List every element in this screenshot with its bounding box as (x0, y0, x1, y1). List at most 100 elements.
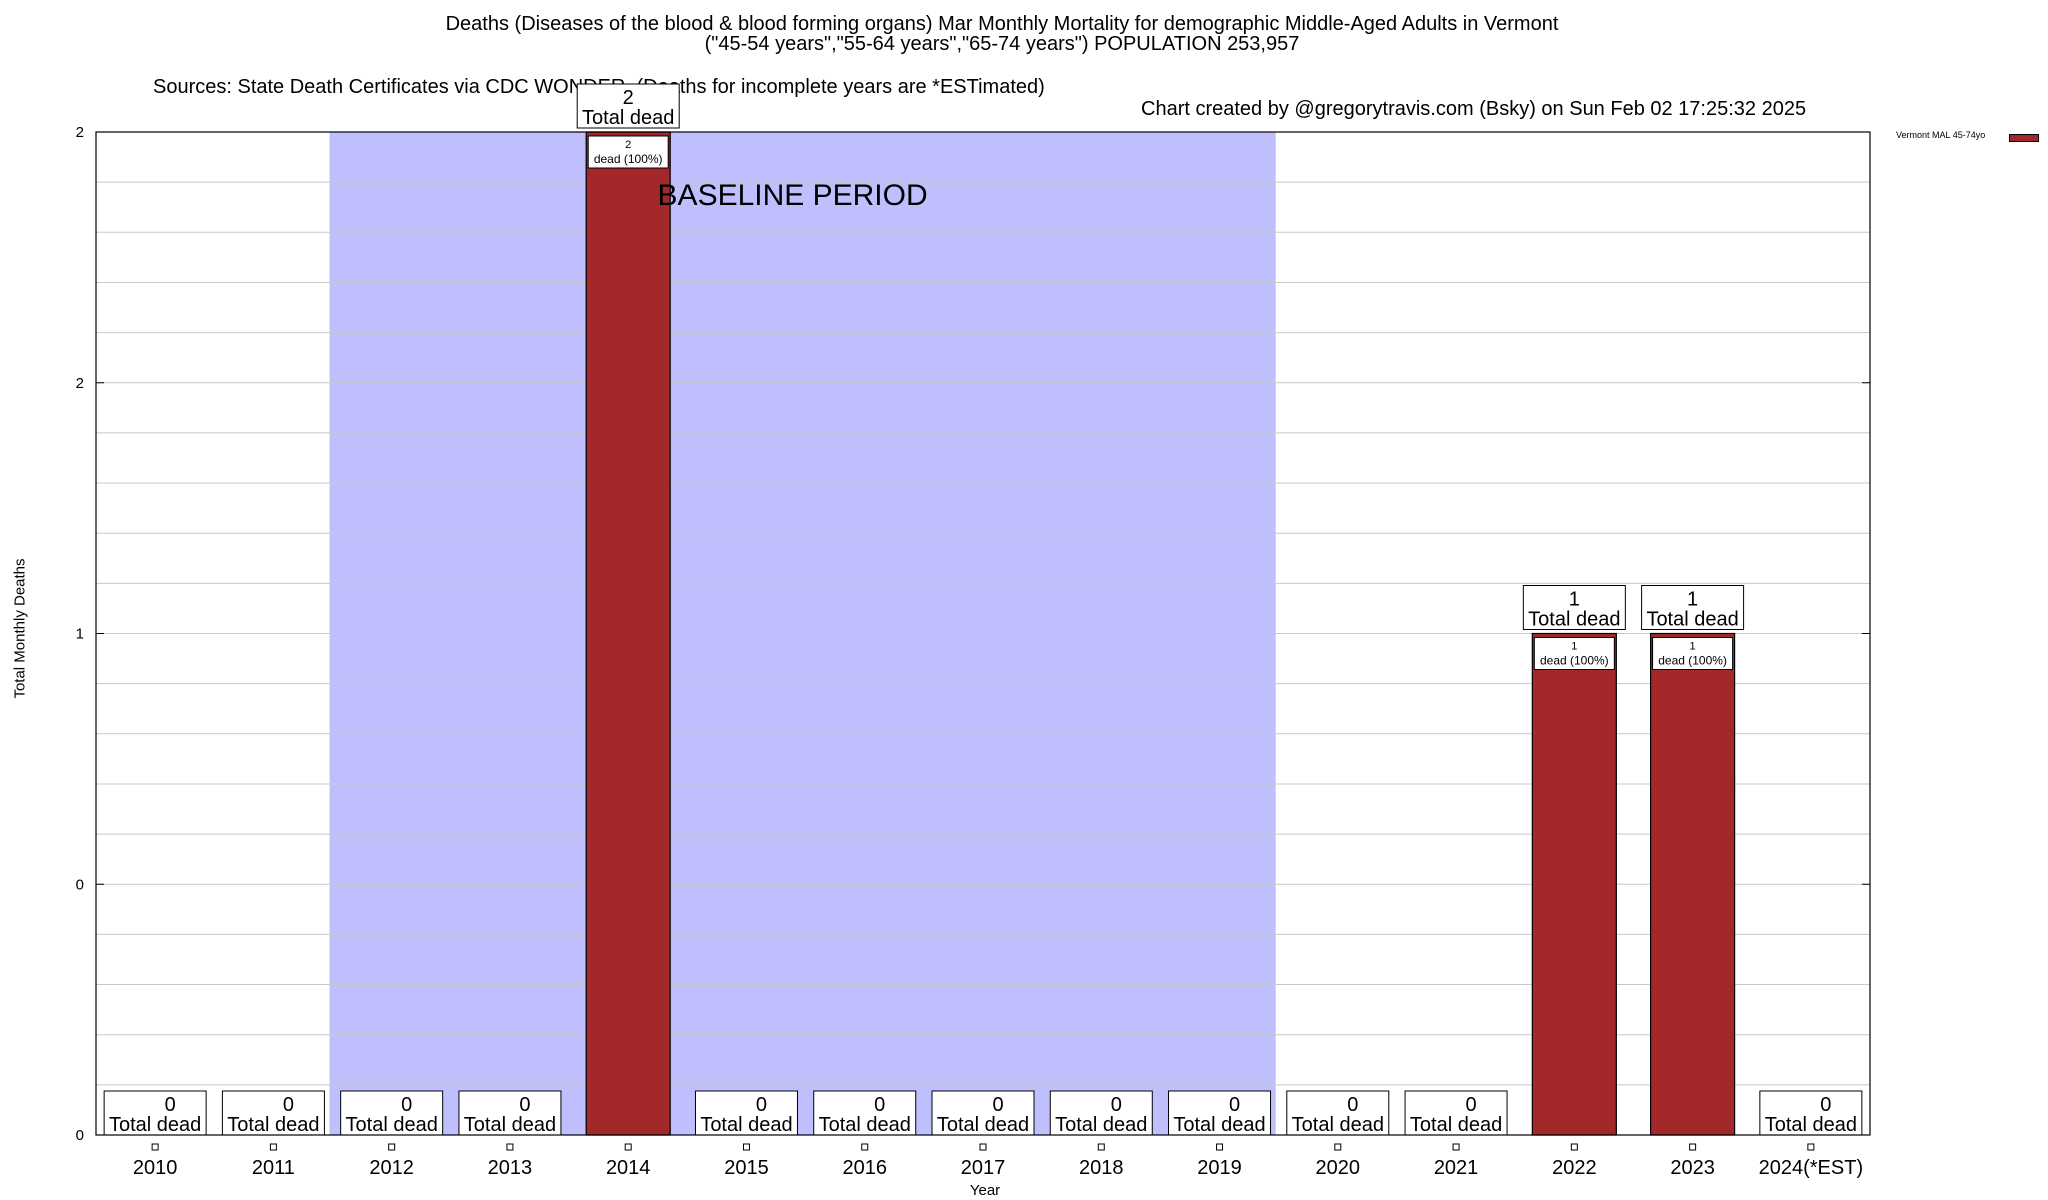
total-label-box (931, 1090, 1035, 1136)
x-tick-label-2010: 2010 (133, 1157, 178, 1179)
x-tick-marker (1097, 1143, 1105, 1151)
total-label-box (576, 83, 680, 129)
sources-note: Sources: State Death Certificates via CD… (153, 76, 1045, 98)
total-label-count: 0 (401, 1094, 412, 1116)
bar-label-box (1652, 637, 1734, 670)
y-tick-label: 2 (76, 124, 84, 141)
total-label-box (1641, 585, 1745, 630)
total-label-text: Total dead (1055, 1114, 1147, 1136)
total-label-count: 0 (1466, 1094, 1477, 1116)
total-label-text: Total dead (227, 1114, 319, 1136)
total-label-count: 1 (1569, 589, 1580, 611)
y-tick-label: 0 (76, 876, 84, 893)
bar-label-box (1533, 637, 1615, 670)
bar-label-pct: dead (100%) (1658, 654, 1727, 668)
x-tick-label-2011: 2011 (252, 1157, 295, 1179)
x-tick-label-2017: 2017 (961, 1157, 1006, 1179)
legend-swatch (2009, 134, 2039, 142)
x-tick-marker (506, 1143, 514, 1151)
total-label-text: Total dead (819, 1114, 911, 1136)
total-label-text: Total dead (1410, 1114, 1502, 1136)
total-label-count: 0 (874, 1094, 885, 1116)
total-label-text: Total dead (1765, 1114, 1857, 1136)
total-label-count: 0 (519, 1094, 530, 1116)
total-label-text: Total dead (1292, 1114, 1384, 1136)
bar-label-count: 1 (1571, 641, 1577, 653)
bar-2023 (1649, 632, 1736, 1136)
x-tick-marker (269, 1143, 277, 1151)
plot-border (95, 131, 1871, 1136)
x-tick-label-2012: 2012 (369, 1157, 414, 1179)
x-tick-marker (1216, 1143, 1224, 1151)
x-axis-label: Year (969, 1182, 1001, 1199)
x-tick-marker (1807, 1143, 1815, 1151)
x-tick-marker (742, 1143, 750, 1151)
total-label-box (1404, 1090, 1508, 1136)
total-label-box (1049, 1090, 1153, 1136)
total-label-count: 0 (1820, 1094, 1831, 1116)
y-tick-label: 0 (76, 1127, 84, 1144)
total-label-box (813, 1090, 917, 1136)
total-label-count: 0 (1347, 1094, 1358, 1116)
x-tick-marker (1452, 1143, 1460, 1151)
total-label-count: 1 (1687, 589, 1698, 611)
x-tick-label-2022: 2022 (1552, 1157, 1597, 1179)
legend-entry: Vermont MAL 45-74yo (1896, 130, 1986, 140)
bar-label-box (587, 135, 669, 169)
chart-title: Deaths (Diseases of the blood & blood fo… (445, 13, 1559, 35)
y-tick-label: 2 (76, 375, 84, 392)
bar-2022 (1531, 632, 1617, 1136)
total-label-text: Total dead (346, 1114, 438, 1136)
total-label-count: 0 (1111, 1094, 1122, 1116)
x-tick-marker (624, 1143, 632, 1151)
x-tick-label-2018: 2018 (1079, 1157, 1124, 1179)
total-label-text: Total dead (1646, 609, 1738, 631)
bar-label-pct: dead (100%) (1540, 654, 1609, 668)
bar-label-count: 2 (625, 139, 631, 151)
chart-subtitle: ("45-54 years","55-64 years","65-74 year… (704, 33, 1300, 55)
total-label-text: Total dead (582, 107, 674, 129)
total-label-box (103, 1090, 207, 1136)
total-label-text: Total dead (700, 1114, 792, 1136)
total-label-text: Total dead (1528, 609, 1620, 631)
x-tick-label-2019: 2019 (1197, 1157, 1242, 1179)
x-tick-marker (1689, 1143, 1697, 1151)
total-label-text: Total dead (937, 1114, 1029, 1136)
x-tick-marker (1570, 1143, 1578, 1151)
total-label-box (221, 1090, 325, 1136)
x-tick-marker (151, 1143, 159, 1151)
bar-label-pct: dead (100%) (594, 152, 663, 166)
x-tick-label-2021: 2021 (1434, 1157, 1479, 1179)
total-label-box (458, 1090, 562, 1136)
total-label-count: 0 (1229, 1094, 1240, 1116)
x-tick-label-2016: 2016 (842, 1157, 887, 1179)
total-label-text: Total dead (1173, 1114, 1265, 1136)
total-label-count: 0 (992, 1094, 1003, 1116)
total-label-count: 0 (165, 1094, 176, 1116)
x-tick-label-2015: 2015 (724, 1157, 769, 1179)
x-tick-marker (1334, 1143, 1342, 1151)
x-tick-label-2020: 2020 (1316, 1157, 1361, 1179)
x-tick-marker (388, 1143, 396, 1151)
total-label-box (340, 1090, 444, 1136)
baseline-period-label: BASELINE PERIOD (658, 179, 928, 212)
x-tick-label-2014: 2014 (606, 1157, 651, 1179)
bar-label-count: 1 (1690, 641, 1696, 653)
total-label-text: Total dead (109, 1114, 201, 1136)
x-tick-label-2013: 2013 (488, 1157, 533, 1179)
total-label-count: 2 (623, 87, 634, 109)
bar-2014 (585, 131, 671, 1136)
total-label-count: 0 (756, 1094, 767, 1116)
total-label-count: 0 (283, 1094, 294, 1116)
total-label-box (1522, 585, 1626, 630)
y-tick-label: 1 (76, 626, 84, 643)
x-tick-marker (861, 1143, 869, 1151)
total-label-box (1759, 1090, 1863, 1136)
total-label-box (1286, 1090, 1390, 1136)
x-tick-marker (979, 1143, 987, 1151)
total-label-text: Total dead (464, 1114, 556, 1136)
credit-note: Chart created by @gregorytravis.com (Bsk… (1141, 98, 1807, 120)
x-tick-label-2023: 2023 (1670, 1157, 1715, 1179)
x-tick-label-2024(*EST): 2024(*EST) (1759, 1157, 1864, 1179)
